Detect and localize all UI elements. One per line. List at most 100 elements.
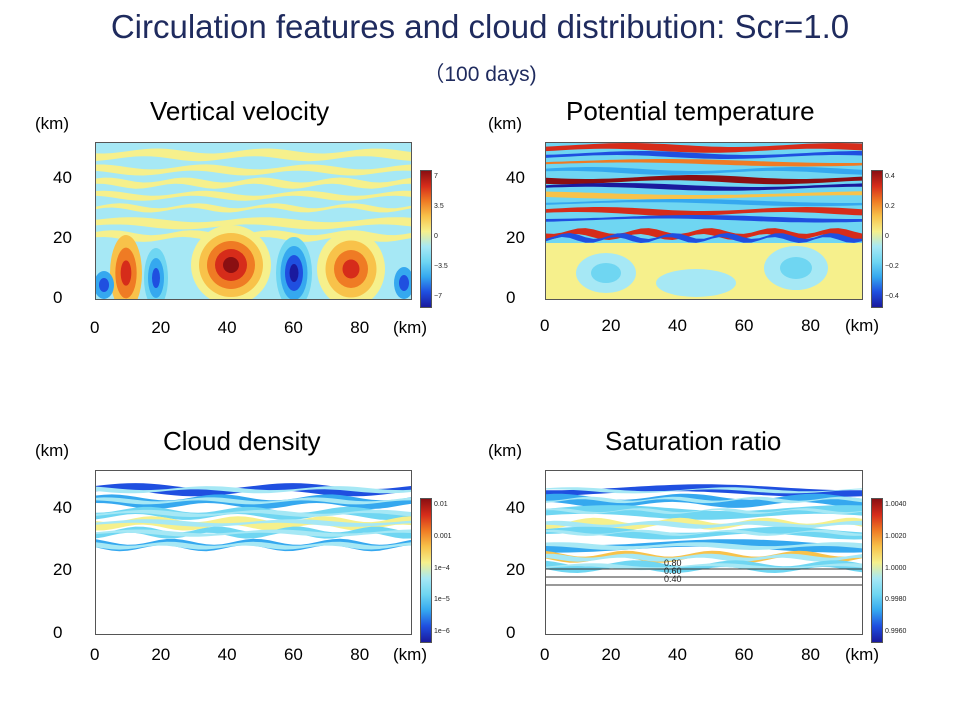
heatmap-plot: 0.80 0.60 0.40 [545,470,863,635]
heatmap-plot [545,142,863,300]
cloud-layer [96,509,411,517]
colorbar-tick-label: 7 [434,173,438,180]
theta-band [546,175,862,185]
cloud-layer [546,484,862,498]
colorbar-tick-label: −3.5 [434,263,448,270]
cloud-layer [546,553,862,562]
x-tick-label: 80 [801,316,821,335]
x-tick-label: 20 [151,318,171,337]
wave-band [96,164,411,176]
downdraft-cell [96,271,114,299]
cloud-layer [546,496,862,504]
y-axis-unit: (km) [35,114,69,133]
theta-cell [576,253,636,293]
x-tick-label: 0 [540,316,550,335]
x-tick-label: 80 [350,318,370,337]
updraft-cell [317,231,385,299]
y-tick-label: 40 [506,168,525,187]
cloud-layer [546,487,862,494]
colorbar-tick-label: 0.001 [434,532,452,540]
panel-title: Vertical velocity [150,96,330,126]
y-axis-unit: (km) [35,441,69,460]
updraft-cell [110,235,142,299]
y-tick-label: 20 [506,560,525,580]
cloud-layer [546,520,862,529]
heatmap-plot [95,470,412,635]
x-axis-unit: (km) [393,318,427,337]
theta-band [546,151,862,159]
x-axis-unit: (km) [845,645,879,664]
colorbar [420,498,432,643]
x-tick-label: 0 [90,318,100,337]
colorbar-tick-label: 1e−6 [434,628,450,635]
wave-band [96,177,411,189]
x-tick-label: 20 [601,316,621,335]
cloud-layer [96,486,411,494]
x-tick-label: 60 [734,645,754,664]
colorbar-tick-label: 0.2 [885,203,895,210]
cloud-layer [96,529,411,537]
cloud-layer [96,506,411,520]
y-tick-label: 0 [506,623,516,642]
theta-band [546,215,862,223]
colorbar-tick-label: 0.9980 [885,596,907,604]
cloud-layer [546,529,862,536]
x-tick-label: 60 [283,318,303,337]
cloud-layer [546,505,862,520]
colorbar-tick-label: 1.0040 [885,501,907,508]
x-tick-label: 20 [151,645,171,664]
y-tick-label: 0 [53,288,63,307]
contour-label: 0.40 [664,574,682,584]
y-tick-label: 0 [53,623,63,642]
downdraft-cell [144,248,168,299]
colorbar-tick-label: 0 [434,233,438,240]
x-tick-label: 0 [90,645,100,664]
cloud-layer [546,563,862,571]
heatmap-plot [95,142,412,300]
x-tick-label: 40 [668,645,687,664]
colorbar [871,498,883,643]
x-tick-label: 20 [601,645,621,664]
downdraft-cell [276,237,312,299]
y-axis-unit: (km) [488,441,522,460]
updraft-cell [191,225,271,299]
heatmap-field [96,143,411,299]
colorbar-tick-label: −0.4 [885,293,899,300]
colorbar-tick-label: 0.4 [885,173,895,180]
wave-band [96,217,411,230]
x-tick-label: 40 [217,318,237,337]
colorbar-tick-label: 1.0020 [885,532,907,540]
cloud-layer [96,497,411,505]
heatmap-field: 0.800.600.40 [546,471,862,634]
theta-cell [764,246,828,290]
y-axis-unit: (km) [488,114,522,133]
wave-band [96,190,411,201]
x-axis-unit: (km) [845,316,879,335]
x-tick-label: 40 [668,316,687,335]
colorbar-tick-label: 1e−4 [434,564,450,572]
panel-title: Potential temperature [566,96,815,126]
colorbar-tick-label: 1e−5 [434,596,450,604]
colorbar-tick-label: 0.9960 [885,628,907,635]
contour-label: 0.80 [664,558,682,568]
theta-cell [656,269,736,297]
colorbar [871,170,883,308]
cloud-layer [546,542,862,550]
page-subtitle: （100 days) [423,63,537,86]
colorbar-tick-label: 3.5 [434,203,444,210]
y-tick-label: 40 [53,168,72,187]
y-tick-label: 20 [53,228,72,247]
wave-band [96,203,411,213]
colorbar [420,170,432,308]
y-tick-label: 20 [506,228,525,247]
theta-band [546,199,862,207]
cloud-layer [546,560,862,573]
y-tick-label: 40 [506,497,525,517]
colorbar-tick-label: 0.01 [434,501,448,508]
theta-band [546,207,862,216]
cloud-layer [96,541,411,550]
x-axis-unit: (km) [393,645,427,664]
y-tick-label: 0 [506,288,516,307]
panel-title: Saturation ratio [605,426,782,456]
theta-band [546,191,862,200]
